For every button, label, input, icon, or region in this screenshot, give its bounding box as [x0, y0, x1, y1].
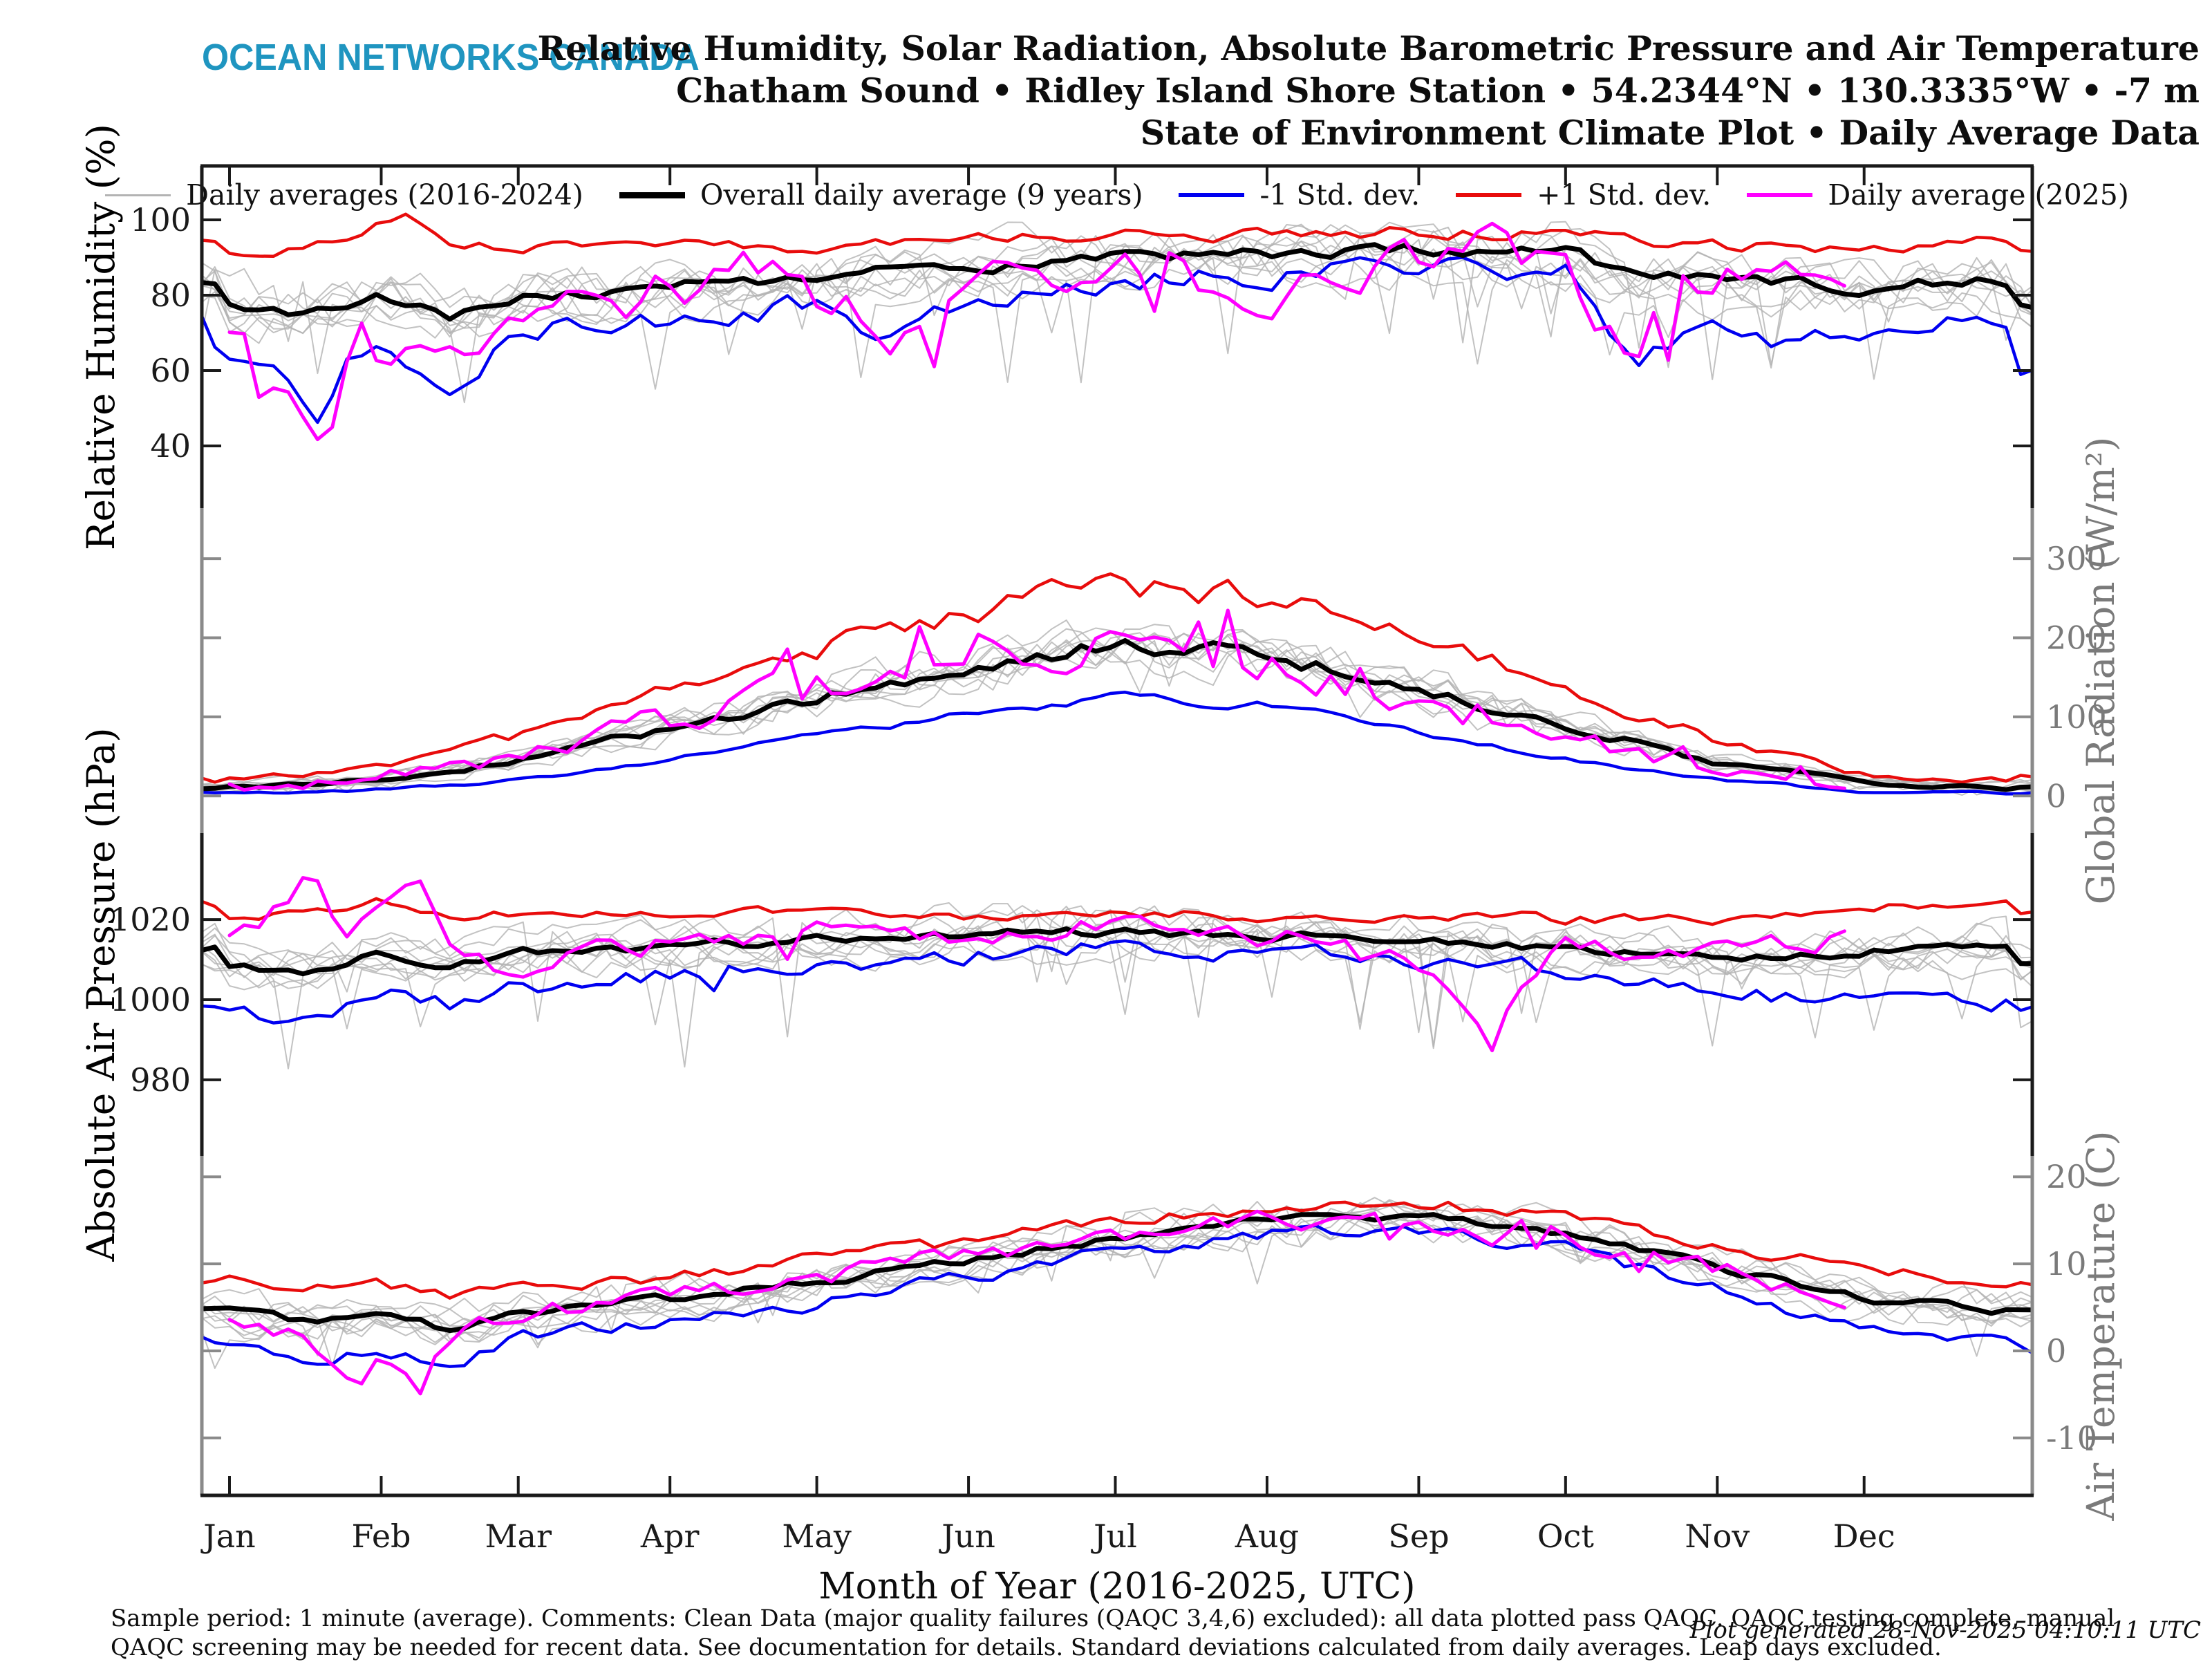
month-tick-label: May — [782, 1518, 852, 1555]
month-tick-label: Nov — [1685, 1518, 1750, 1555]
red-line-sample — [1456, 193, 1522, 197]
y-tick-label-rad: 200 — [2046, 619, 2107, 657]
y-tick-label-temp: 0 — [2046, 1332, 2066, 1370]
plot-title-line-1: Relative Humidity, Solar Radiation, Abso… — [537, 28, 2200, 68]
magenta-line-sample — [1747, 193, 1813, 197]
series-line — [202, 627, 2032, 796]
plot-title-line-2: Chatham Sound • Ridley Island Shore Stat… — [676, 71, 2200, 111]
y-tick-label-rad: 300 — [2046, 540, 2107, 577]
y-axis-title-rad: Global Radiation (W/m²) — [2079, 437, 2123, 905]
y-tick-label-press: 1000 — [110, 981, 191, 1018]
series-line — [202, 897, 2032, 926]
series-line — [202, 1224, 2032, 1368]
panel-press — [202, 876, 2032, 1070]
legend-label: Overall daily average (9 years) — [700, 178, 1143, 212]
series-line — [202, 923, 2032, 989]
legend-label: Daily average (2025) — [1828, 178, 2129, 212]
legend-item-2025: Daily average (2025) — [1747, 178, 2129, 212]
y-tick-label-temp: -10 — [2046, 1419, 2097, 1457]
series-line — [202, 572, 2032, 784]
chart-legend: Daily averages (2016-2024) Overall daily… — [105, 173, 2129, 217]
footer-line-1: Sample period: 1 minute (average). Comme… — [111, 1605, 2115, 1632]
series-line — [202, 637, 2032, 794]
series-line — [202, 212, 2032, 258]
blue-line-sample — [1179, 193, 1245, 197]
month-tick-label: Jun — [939, 1518, 995, 1555]
month-tick-label: Feb — [351, 1518, 411, 1555]
plot-title: Relative Humidity, Solar Radiation, Abso… — [471, 28, 2200, 154]
footer-comments: Sample period: 1 minute (average). Comme… — [111, 1604, 2115, 1662]
series-line — [227, 221, 1846, 442]
y-tick-label-rad: 0 — [2046, 777, 2066, 814]
month-tick-label: Apr — [640, 1518, 700, 1555]
x-axis-title: Month of Year (2016-2025, UTC) — [818, 1566, 1415, 1607]
gray-line-sample — [105, 194, 171, 196]
y-tick-label-temp: 10 — [2046, 1245, 2087, 1282]
y-axis-title-press: Absolute Air Pressure (hPa) — [79, 727, 123, 1262]
series-line — [227, 876, 1846, 1052]
series-line — [202, 926, 2032, 977]
series-line — [202, 691, 2032, 796]
plot-generated-timestamp: Plot generated 28-Nov-2025 04:10:11 UTC — [1689, 1616, 2201, 1644]
month-tick-label: Jan — [200, 1518, 256, 1555]
legend-item-minus-std: -1 Std. dev. — [1179, 178, 1420, 212]
y-tick-label-temp: 20 — [2046, 1158, 2087, 1195]
series-line — [202, 1199, 2032, 1332]
y-tick-label-rad: 100 — [2046, 698, 2107, 736]
month-tick-label: Mar — [485, 1518, 552, 1555]
series-line — [202, 245, 2032, 383]
panel-rh — [202, 212, 2032, 442]
series-line — [202, 1212, 2032, 1334]
series-line — [202, 939, 2032, 1025]
series-line — [202, 242, 2032, 322]
y-tick-label-rh: 80 — [150, 277, 191, 314]
series-line — [202, 1200, 2032, 1300]
y-tick-label-rh: 40 — [150, 427, 191, 465]
series-line — [227, 608, 1846, 792]
onc-logo: OCEAN NETWORKS CANADA — [202, 37, 700, 78]
y-tick-label-press: 1020 — [110, 901, 191, 938]
series-line — [202, 234, 2032, 390]
y-axis-title-temp: Air Temperature (C) — [2079, 1131, 2123, 1522]
series-line — [202, 628, 2032, 794]
month-tick-label: Jul — [1091, 1518, 1137, 1555]
month-tick-label: Dec — [1833, 1518, 1895, 1555]
footer-line-2: QAQC screening may be needed for recent … — [111, 1634, 1942, 1661]
plot-title-line-3: State of Environment Climate Plot • Dail… — [1140, 113, 2200, 153]
panel-rad — [202, 572, 2032, 796]
series-line — [202, 256, 2032, 424]
panel-temp — [202, 1197, 2032, 1396]
series-line — [202, 641, 2032, 793]
y-tick-label-rh: 60 — [150, 352, 191, 389]
legend-item-overall-average: Overall daily average (9 years) — [619, 178, 1143, 212]
series-line — [202, 232, 2032, 369]
month-tick-label: Sep — [1388, 1518, 1449, 1555]
series-line — [227, 1209, 1846, 1396]
black-line-sample — [619, 192, 685, 198]
series-line — [202, 905, 2032, 1047]
month-tick-label: Oct — [1537, 1518, 1594, 1555]
y-tick-label-press: 980 — [130, 1061, 191, 1099]
series-line — [202, 638, 2032, 792]
legend-label: -1 Std. dev. — [1259, 178, 1421, 212]
y-axis-title-rh: Relative Humidity (%) — [79, 124, 123, 550]
month-tick-label: Aug — [1235, 1518, 1299, 1555]
y-tick-label-rh: 100 — [130, 201, 191, 239]
